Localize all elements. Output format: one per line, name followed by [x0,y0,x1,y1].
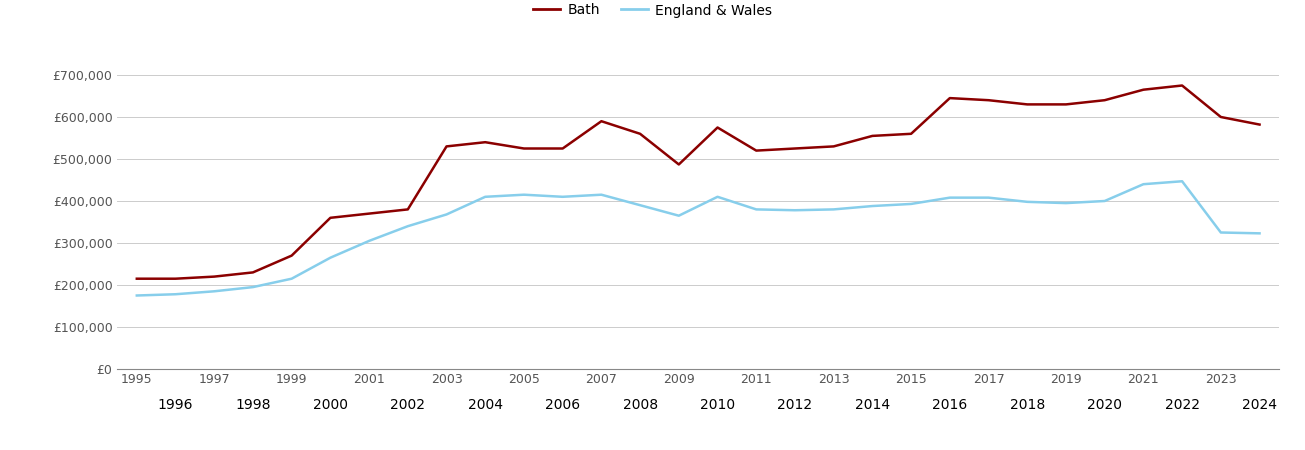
Bath [632,131,647,136]
England & Wales [787,207,803,213]
England & Wales [1174,179,1190,184]
England & Wales [942,195,958,200]
Bath [826,144,842,149]
England & Wales [245,284,261,290]
Bath [1135,87,1151,92]
Bath [322,215,338,220]
Bath [1096,98,1112,103]
Bath [1019,102,1035,107]
England & Wales [1019,199,1035,205]
Bath [710,125,726,130]
England & Wales [981,195,997,200]
England & Wales [826,207,842,212]
England & Wales [517,192,532,198]
England & Wales [1096,198,1112,204]
England & Wales [555,194,570,199]
England & Wales [1058,200,1074,206]
Bath [399,207,415,212]
Bath [671,162,686,167]
Line: England & Wales: England & Wales [137,181,1259,296]
Bath [206,274,222,279]
Bath [942,95,958,101]
Bath [517,146,532,151]
England & Wales [168,292,184,297]
England & Wales [1251,231,1267,236]
Bath [903,131,919,136]
England & Wales [283,276,299,281]
England & Wales [632,202,647,208]
Legend: Bath, England & Wales: Bath, England & Wales [527,0,778,23]
England & Wales [206,288,222,294]
Bath [168,276,184,281]
England & Wales [710,194,726,199]
Bath [283,253,299,258]
Bath [594,118,609,124]
England & Wales [1135,181,1151,187]
Bath [245,270,261,275]
Bath [865,133,881,139]
England & Wales [903,201,919,207]
England & Wales [594,192,609,198]
Bath [1251,122,1267,127]
England & Wales [361,238,377,243]
Bath [555,146,570,151]
Bath [1174,83,1190,88]
Bath [478,140,493,145]
Bath [1058,102,1074,107]
England & Wales [865,203,881,209]
England & Wales [671,213,686,218]
England & Wales [478,194,493,199]
Bath [1212,114,1228,120]
England & Wales [399,224,415,229]
England & Wales [1212,230,1228,235]
Bath [438,144,454,149]
England & Wales [129,293,145,298]
Bath [129,276,145,281]
Line: Bath: Bath [137,86,1259,279]
Bath [787,146,803,151]
Bath [748,148,763,153]
England & Wales [322,255,338,261]
Bath [981,98,997,103]
England & Wales [438,212,454,217]
Bath [361,211,377,216]
England & Wales [748,207,763,212]
